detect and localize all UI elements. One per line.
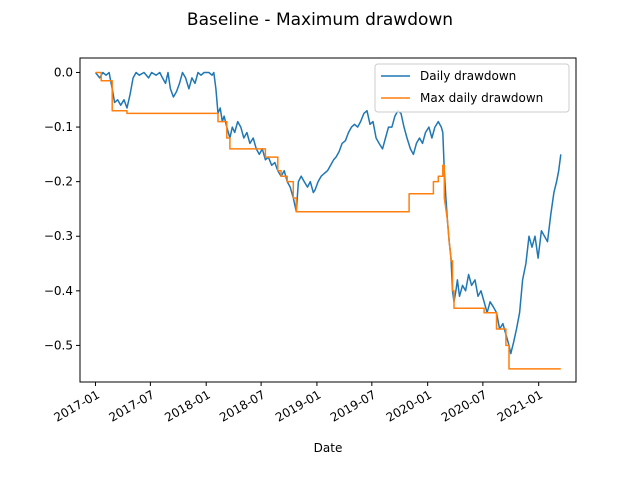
x-tick-label: 2017-07: [106, 387, 156, 424]
x-axis-label: Date: [314, 441, 343, 455]
x-tick-label: 2019-01: [273, 387, 323, 424]
y-tick-label: −0.4: [44, 284, 73, 298]
chart-title: Baseline - Maximum drawdown: [187, 10, 453, 30]
legend-label-daily-drawdown: Daily drawdown: [420, 69, 516, 83]
x-tick-label: 2018-07: [217, 387, 267, 424]
x-axis-ticks: 2017-01 2017-07 2018-01 2018-07 2019-01 2019-…: [52, 382, 545, 425]
x-tick-label: 2019-07: [328, 387, 378, 424]
plot-frame: [79, 57, 577, 383]
x-tick-label: 2020-07: [439, 387, 489, 424]
x-tick-label: 2020-01: [384, 387, 434, 424]
series-layer: [94, 71, 562, 370]
x-tick-label: 2018-01: [162, 387, 212, 424]
legend: Daily drawdown Max daily drawdown: [374, 63, 570, 113]
y-tick-label: −0.1: [44, 120, 73, 134]
y-tick-label: −0.3: [44, 229, 73, 243]
y-tick-label: 0.0: [54, 65, 73, 79]
legend-box: [374, 63, 570, 113]
y-tick-label: −0.2: [44, 175, 73, 189]
series-line-max-daily-drawdown: [95, 71, 561, 370]
y-tick-label: −0.5: [44, 338, 73, 352]
x-tick-label: 2021-01: [495, 387, 545, 424]
y-axis-ticks: 0.0 −0.1 −0.2 −0.3 −0.4 −0.5: [44, 65, 80, 352]
x-tick-label: 2017-01: [52, 387, 102, 424]
legend-label-max-daily-drawdown: Max daily drawdown: [420, 91, 543, 105]
series-line-daily-drawdown: [94, 71, 562, 355]
